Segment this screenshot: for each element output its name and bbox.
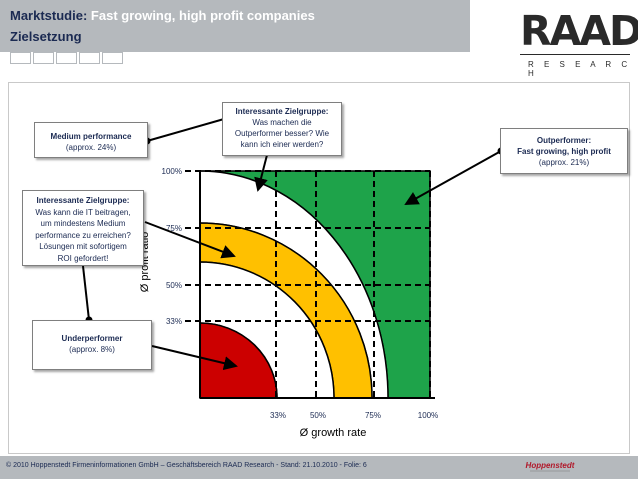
interessante-top-title: Interessante Zielgruppe:: [235, 107, 329, 116]
interessante-left-line: um mindestens Medium: [40, 219, 126, 228]
top-arrow: [254, 154, 268, 192]
title-prefix: Marktstudie:: [10, 8, 88, 23]
medium-callout: Medium performance (approx. 24%): [34, 122, 148, 158]
title-band: [0, 0, 470, 52]
page-subtitle: Zielsetzung: [10, 29, 82, 44]
outperformer-title: Outperformer:: [536, 136, 592, 145]
hoppenstedt-logo-text: Hoppenstedt: [526, 461, 575, 470]
hoppenstedt-logo: Hoppenstedt: [520, 458, 580, 476]
medium-detail: (approx. 24%): [65, 143, 117, 152]
x-tick-label: 33%: [270, 411, 286, 420]
interessante-top-line: kann ich einer werden?: [240, 140, 324, 149]
y-tick-label: 100%: [162, 167, 182, 176]
page-title: Marktstudie: Fast growing, high profit c…: [10, 8, 315, 23]
outperformer-callout: Outperformer: Fast growing, high profit …: [500, 128, 628, 174]
x-axis-label: Ø growth rate: [300, 427, 367, 439]
title-highlight: Fast growing, high profit companies: [90, 8, 315, 23]
outperformer-arrow: [404, 150, 502, 205]
interessante-top-line: Outperformer besser? Wie: [234, 129, 330, 138]
nav-tab[interactable]: [56, 52, 77, 64]
interessante-top-line: Was machen die: [252, 118, 312, 127]
footer: © 2010 Hoppenstedt Firmeninformationen G…: [0, 456, 638, 479]
header: Marktstudie: Fast growing, high profit c…: [0, 0, 638, 78]
logo-sub: R E S E A R C H: [528, 60, 632, 78]
y-tick-label: 33%: [166, 317, 182, 326]
interessante-top-callout: Interessante Zielgruppe: Was machen die …: [222, 102, 342, 156]
nav-tab[interactable]: [79, 52, 100, 64]
interessante-left-callout: Interessante Zielgruppe: Was kann die IT…: [22, 190, 144, 266]
under-arrow: [151, 345, 238, 371]
y-tick-label: 75%: [166, 224, 182, 233]
x-tick-label: 50%: [310, 411, 326, 420]
interessante-left-title: Interessante Zielgruppe:: [36, 196, 130, 205]
interessante-left-line: Was kann die IT beitragen,: [35, 207, 131, 217]
medium-connector: [146, 118, 225, 142]
raad-logo: RAAD R E S E A R C H: [520, 7, 638, 78]
outperformer-title2: Fast growing, high profit: [517, 147, 611, 156]
medium-title: Medium performance: [50, 132, 132, 141]
interessante-left-line: Lösungen mit sofortigem: [39, 242, 127, 251]
left-connector: [82, 265, 90, 321]
x-tick-label: 75%: [365, 411, 381, 420]
nav-tab[interactable]: [10, 52, 31, 64]
logo-rule: [520, 54, 630, 55]
content-frame: [8, 82, 630, 454]
under-detail: (approx. 8%): [69, 345, 115, 354]
logo-brand: RAAD: [520, 7, 638, 55]
interessante-left-line: ROI gefordert!: [57, 253, 109, 263]
nav-tab[interactable]: [33, 52, 54, 64]
under-title: Underperformer: [61, 334, 123, 343]
x-tick-label: 100%: [418, 411, 438, 420]
nav-tabs: [10, 52, 123, 64]
underperformer-callout: Underperformer (approx. 8%): [32, 320, 152, 370]
left-arrow: [144, 221, 236, 259]
interessante-left-line: performance zu erreichen?: [35, 230, 131, 240]
footer-copyright: © 2010 Hoppenstedt Firmeninformationen G…: [6, 462, 367, 469]
outperformer-detail: (approx. 21%): [538, 158, 590, 167]
y-tick-label: 50%: [166, 281, 182, 290]
nav-tab[interactable]: [102, 52, 123, 64]
